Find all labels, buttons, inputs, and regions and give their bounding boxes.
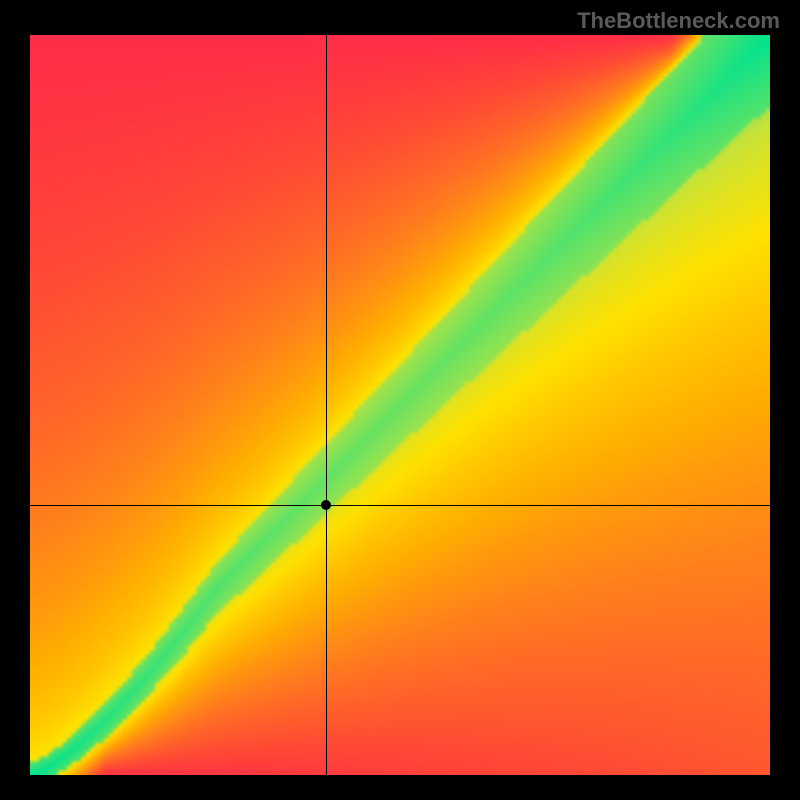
crosshair-horizontal (30, 505, 770, 506)
crosshair-marker (321, 500, 331, 510)
heatmap-canvas (30, 35, 770, 775)
bottleneck-heatmap (30, 35, 770, 775)
watermark-text: TheBottleneck.com (577, 8, 780, 34)
crosshair-vertical (326, 35, 327, 775)
